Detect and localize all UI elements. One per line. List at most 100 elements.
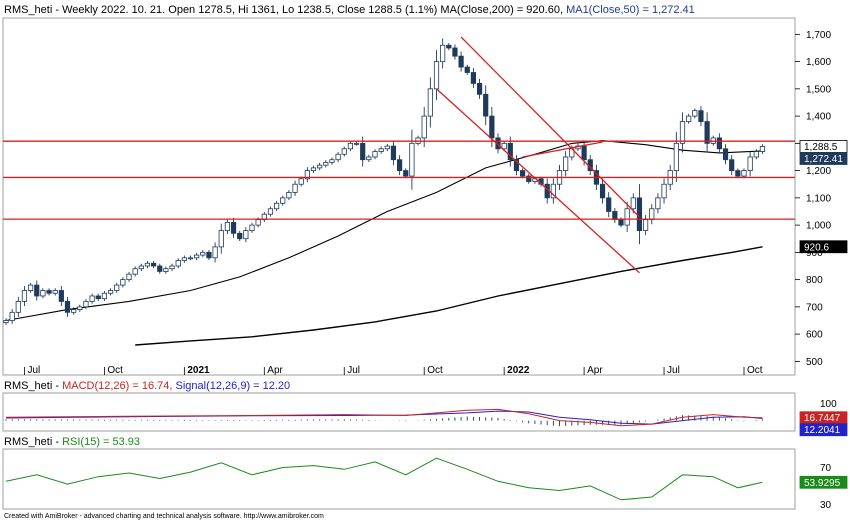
value-tag-label: 1,288.5 — [804, 142, 838, 153]
candle-body — [636, 197, 643, 231]
value-tag-box — [799, 423, 848, 437]
candle-body — [353, 142, 360, 145]
candle-body — [513, 159, 520, 172]
price-value-tags: 1,288.51,272.41 920.6 — [799, 140, 848, 253]
candle-body — [366, 156, 372, 161]
candle-body — [163, 268, 169, 272]
macd-pane-frame — [2, 392, 796, 432]
candle-body — [101, 292, 107, 300]
candle-body — [421, 115, 427, 139]
price-y-tick-label: 1,000 — [806, 221, 831, 232]
candle-body — [323, 162, 329, 166]
candle-body — [280, 197, 286, 204]
candle-body — [360, 142, 366, 161]
candle-body — [34, 284, 40, 297]
rsi-y-tick-label: 70 — [820, 463, 832, 474]
candle-body — [310, 167, 317, 172]
candle-body — [618, 219, 624, 226]
candle-body — [686, 115, 692, 122]
candle-body — [729, 159, 735, 172]
candle-body — [120, 279, 126, 286]
candle-body — [427, 88, 433, 117]
candle-body — [335, 153, 341, 161]
candle-body — [144, 262, 151, 267]
value-tag-label: 920.6 — [804, 242, 829, 253]
candle-body — [40, 290, 46, 297]
trendline — [460, 36, 640, 218]
header-part: RMS_heti - — [4, 436, 62, 448]
candle-body — [747, 156, 753, 172]
candle-body — [753, 151, 759, 158]
candle-body — [470, 72, 477, 84]
candle-body — [304, 170, 310, 180]
candle-body — [341, 148, 347, 155]
candle-body — [452, 47, 458, 57]
candle-body — [243, 230, 249, 240]
price-x-axis: Jul Oct 2021 Apr Jul Oct 2022 Apr Jul Oct — [24, 365, 763, 376]
trendline — [436, 88, 640, 274]
price-x-tick-label: Oct — [427, 365, 443, 376]
candle-body — [698, 110, 704, 122]
price-x-tick-label: Apr — [587, 365, 603, 376]
candle-body — [237, 232, 243, 240]
candle-body — [21, 290, 28, 302]
candle-body — [692, 110, 698, 117]
candle-body — [15, 301, 21, 313]
candle-body — [606, 197, 612, 212]
candle-body — [507, 142, 513, 161]
candle-body — [249, 224, 255, 231]
candle-body — [267, 208, 274, 215]
ma200-line-group — [135, 246, 763, 346]
ma50-line — [5, 140, 763, 322]
candle-body — [599, 183, 606, 199]
candle-body — [581, 145, 587, 161]
header-part: RMS_heti - Weekly 2022. 10. 21. Open 127… — [4, 4, 440, 16]
price-y-tick-label: 1,400 — [806, 112, 831, 123]
candle-body — [446, 44, 452, 49]
price-x-tick-label: Jul — [667, 365, 680, 376]
candle-body — [649, 208, 655, 221]
candle-body — [273, 202, 280, 210]
candle-body — [661, 183, 667, 199]
price-y-tick-label: 1,600 — [806, 57, 831, 68]
candle-body — [550, 183, 556, 199]
price-pane-frame — [2, 17, 796, 376]
horizontal-lines — [3, 140, 795, 220]
candle-body — [735, 170, 741, 177]
candle-body — [58, 290, 64, 302]
trendlines — [436, 36, 640, 274]
candle-body — [230, 221, 237, 234]
candle-body — [64, 301, 71, 313]
candle-body — [46, 290, 52, 294]
header-part: Signal(12,26,9) = 12.20 — [176, 380, 291, 392]
footer-credit: Created with AmiBroker - advanced charti… — [4, 513, 324, 520]
ma200-line — [135, 246, 763, 346]
price-y-tick-label: 800 — [806, 275, 823, 286]
rsi-y-axis: 70 30 — [820, 463, 832, 511]
candle-body — [679, 121, 686, 144]
candle-body — [126, 273, 132, 281]
candle-body — [384, 145, 390, 150]
candle-body — [378, 148, 384, 152]
candle-body — [224, 221, 230, 231]
candle-body — [317, 164, 323, 169]
value-tag-box — [799, 152, 848, 165]
candle-body — [433, 61, 440, 90]
candle-body — [286, 192, 292, 199]
candle-body — [52, 290, 58, 294]
price-x-tick-label: Oct — [107, 365, 123, 376]
header-part: MA1(Close,50) = 1,272.41 — [566, 4, 695, 16]
candle-body — [409, 142, 415, 177]
candle-body — [483, 93, 489, 117]
candle-body — [612, 211, 618, 221]
candle-body — [298, 178, 304, 185]
candle-body — [71, 309, 77, 313]
candle-body — [489, 115, 495, 139]
rsi-line — [5, 457, 763, 501]
candle-body — [107, 290, 114, 294]
candle-body — [563, 156, 569, 172]
candle-body — [458, 55, 464, 68]
candle-body — [624, 208, 630, 226]
candle-body — [390, 145, 397, 161]
